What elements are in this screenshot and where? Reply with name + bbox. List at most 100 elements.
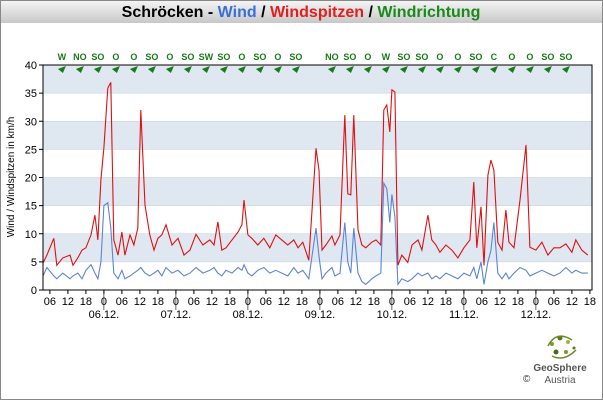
direction-arrow xyxy=(183,66,192,73)
date-label: 06.12. xyxy=(89,309,120,321)
direction-arrow xyxy=(507,66,516,73)
y-axis-label: Wind / Windspitzen in km/h xyxy=(6,117,17,238)
y-tick-label: 15 xyxy=(25,201,37,213)
x-tick-label: 06 xyxy=(116,296,128,308)
direction-label: SO xyxy=(289,52,302,62)
x-tick-label: 06 xyxy=(404,296,416,308)
logo-subtext: Austria xyxy=(544,375,576,386)
x-tick-label: 18 xyxy=(224,296,236,308)
x-tick-label: 12 xyxy=(62,296,74,308)
y-tick-label: 25 xyxy=(25,144,37,156)
x-tick-label: 06 xyxy=(548,296,560,308)
y-tick-label: 40 xyxy=(25,60,37,72)
direction-arrow xyxy=(543,66,552,73)
direction-arrow xyxy=(291,66,300,73)
direction-label: O xyxy=(526,52,533,62)
x-tick-label: 18 xyxy=(152,296,164,308)
x-tick-label: 12 xyxy=(134,296,146,308)
direction-label: O xyxy=(112,52,119,62)
logo xyxy=(547,335,577,359)
direction-label: O xyxy=(130,52,137,62)
direction-arrow xyxy=(111,66,120,73)
direction-arrow xyxy=(273,66,282,73)
logo-text: GeoSphere xyxy=(533,363,587,374)
direction-arrow xyxy=(201,66,210,73)
direction-label: O xyxy=(238,52,245,62)
direction-arrow xyxy=(57,66,66,73)
direction-arrow xyxy=(345,66,354,73)
direction-arrow xyxy=(75,66,84,73)
direction-label: SO xyxy=(415,52,428,62)
x-tick-label: 18 xyxy=(80,296,92,308)
direction-label: SO xyxy=(145,52,158,62)
x-tick-label: 12 xyxy=(494,296,506,308)
y-tick-label: 20 xyxy=(25,173,37,185)
band xyxy=(43,177,592,206)
series-line xyxy=(42,181,588,287)
x-tick-label: 06 xyxy=(188,296,200,308)
direction-arrow xyxy=(399,66,408,73)
direction-label: NO xyxy=(73,52,87,62)
band xyxy=(43,121,592,150)
direction-label: O xyxy=(436,52,443,62)
header-bar xyxy=(1,1,602,23)
direction-label: SO xyxy=(181,52,194,62)
direction-label: O xyxy=(274,52,281,62)
direction-label: W xyxy=(382,52,391,62)
title-part: / xyxy=(257,4,270,21)
direction-arrow xyxy=(147,66,156,73)
date-label: 07.12. xyxy=(161,309,192,321)
direction-label: SO xyxy=(253,52,266,62)
direction-label: SO xyxy=(217,52,230,62)
direction-label: SO xyxy=(397,52,410,62)
direction-label: SO xyxy=(469,52,482,62)
x-tick-label: 18 xyxy=(368,296,380,308)
date-label: 10.12. xyxy=(377,309,408,321)
direction-arrow xyxy=(417,66,426,73)
y-tick-label: 35 xyxy=(25,88,37,100)
y-tick-label: 10 xyxy=(25,229,37,241)
direction-label: SO xyxy=(343,52,356,62)
direction-arrow xyxy=(363,66,372,73)
direction-arrow xyxy=(561,66,570,73)
direction-arrow xyxy=(471,66,480,73)
x-tick-label: 06 xyxy=(44,296,56,308)
x-tick-label: 18 xyxy=(440,296,452,308)
y-tick-label: 5 xyxy=(31,257,37,269)
direction-label: SO xyxy=(559,52,572,62)
title-part: Windspitzen xyxy=(270,4,364,21)
direction-arrow xyxy=(237,66,246,73)
direction-arrow xyxy=(219,66,228,73)
direction-label: O xyxy=(508,52,515,62)
date-label: 12.12. xyxy=(521,309,552,321)
date-label: 09.12. xyxy=(305,309,336,321)
direction-label: O xyxy=(364,52,371,62)
direction-label: SO xyxy=(91,52,104,62)
x-tick-label: 12 xyxy=(350,296,362,308)
direction-arrow xyxy=(489,66,498,73)
direction-arrow xyxy=(327,66,336,73)
plot-border xyxy=(42,64,593,291)
x-tick-label: 18 xyxy=(512,296,524,308)
x-tick-label: 18 xyxy=(296,296,308,308)
direction-arrow xyxy=(435,66,444,73)
series-line xyxy=(42,82,589,267)
x-tick-label: 12 xyxy=(566,296,578,308)
x-tick-label: 12 xyxy=(278,296,290,308)
direction-arrow xyxy=(129,66,138,73)
title-part: / xyxy=(364,4,377,21)
y-tick-label: 0 xyxy=(31,285,37,297)
direction-label: C xyxy=(491,52,498,62)
direction-arrow xyxy=(381,66,390,73)
direction-label: W xyxy=(58,52,67,62)
direction-label: O xyxy=(454,52,461,62)
x-tick-label: 06 xyxy=(260,296,272,308)
direction-arrow xyxy=(525,66,534,73)
copyright: © xyxy=(523,374,531,385)
x-tick-label: 12 xyxy=(206,296,218,308)
title-part: Windrichtung xyxy=(377,4,480,21)
direction-arrow xyxy=(165,66,174,73)
direction-label: O xyxy=(166,52,173,62)
direction-label: SO xyxy=(541,52,554,62)
